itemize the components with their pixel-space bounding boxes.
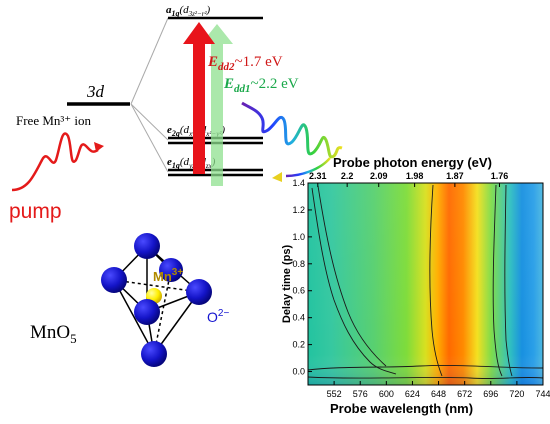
probe-pulse bbox=[241, 101, 343, 182]
o-ion-label: O2− bbox=[207, 308, 229, 325]
y-tick-label: 0.8 bbox=[292, 259, 305, 269]
a1g-label: a1g(d3z²−r²) bbox=[166, 4, 211, 18]
mno5-structure: Mn3+ O2− MnO5 bbox=[30, 233, 229, 367]
oxygen-atom bbox=[134, 299, 160, 325]
top-tick-label: 2.31 bbox=[309, 171, 327, 181]
x-tick-label: 672 bbox=[457, 389, 472, 399]
splitting-line-mid bbox=[130, 103, 169, 141]
oxygen-atom bbox=[159, 258, 183, 282]
top-tick-label: 1.87 bbox=[446, 171, 464, 181]
pump-arrowhead bbox=[94, 142, 104, 152]
y-tick-label: 1.4 bbox=[292, 178, 305, 188]
splitting-line-bottom bbox=[130, 103, 169, 173]
dd1-energy-label: Edd1~2.2 eV bbox=[223, 76, 299, 95]
dd2-transition-arrow bbox=[183, 22, 215, 174]
pump-pulse: pump bbox=[9, 132, 104, 223]
x-tick-label: 624 bbox=[405, 389, 420, 399]
x-tick-label: 600 bbox=[379, 389, 394, 399]
contour-lines bbox=[307, 184, 544, 380]
x-tick-label: 648 bbox=[431, 389, 446, 399]
top-tick-label: 2.2 bbox=[341, 171, 354, 181]
x-tick-label: 696 bbox=[483, 389, 498, 399]
top-axis-ticks: 2.31 2.2 2.09 1.98 1.87 1.76 bbox=[309, 171, 508, 187]
y-axis-title: Delay time (ps) bbox=[281, 245, 293, 324]
y-tick-label: 0.0 bbox=[292, 367, 305, 377]
pump-label: pump bbox=[9, 200, 62, 223]
heatmap-chart: 552 576 600 624 648 672 696 720 744 2.31 2.2 2.09 1… bbox=[281, 155, 550, 416]
dd1-transition-arrow bbox=[201, 24, 233, 186]
probe-tail bbox=[285, 157, 331, 178]
pump-wave bbox=[11, 132, 99, 192]
formula-label: MnO5 bbox=[30, 322, 77, 346]
heatmap-shading bbox=[308, 183, 543, 385]
energy-level-diagram: 3d Free Mn³⁺ ion a1g(d3z²−r²) e2g(dxy, d… bbox=[16, 4, 299, 186]
top-tick-label: 2.09 bbox=[370, 171, 388, 181]
y-axis-ticks: 0.0 0.2 0.4 0.6 0.8 1.0 1.2 1.4 bbox=[292, 178, 312, 377]
free-ion-3d-label: 3d bbox=[86, 82, 105, 101]
top-axis-title: Probe photon energy (eV) bbox=[333, 155, 492, 170]
x-axis-ticks: 552 576 600 624 648 672 696 720 744 bbox=[327, 381, 550, 399]
mn-ion-label: Mn3+ bbox=[153, 267, 183, 284]
y-tick-label: 0.6 bbox=[292, 286, 305, 296]
y-tick-label: 0.2 bbox=[292, 340, 305, 350]
top-tick-label: 1.76 bbox=[491, 171, 509, 181]
x-tick-label: 552 bbox=[327, 389, 342, 399]
heatmap-frame bbox=[307, 182, 544, 386]
x-tick-label: 720 bbox=[509, 389, 524, 399]
probe-wave bbox=[241, 101, 343, 159]
dd2-energy-label: Edd2~1.7 eV bbox=[207, 54, 283, 73]
oxygen-atom bbox=[141, 341, 167, 367]
free-ion-caption: Free Mn³⁺ ion bbox=[16, 113, 92, 128]
oxygen-atom bbox=[186, 279, 212, 305]
splitting-line-top bbox=[130, 17, 169, 105]
oxygen-atom bbox=[101, 267, 127, 293]
e1g-label: e1g(dyz, dzx) bbox=[167, 156, 216, 170]
top-tick-label: 1.98 bbox=[406, 171, 424, 181]
x-tick-label: 576 bbox=[353, 389, 368, 399]
x-axis-title: Probe wavelength (nm) bbox=[330, 401, 473, 416]
probe-arrowhead bbox=[272, 172, 282, 182]
y-tick-label: 0.4 bbox=[292, 313, 305, 323]
x-tick-label: 744 bbox=[535, 389, 550, 399]
y-tick-label: 1.0 bbox=[292, 232, 305, 242]
y-tick-label: 1.2 bbox=[292, 205, 305, 215]
oxygen-atom bbox=[134, 233, 160, 259]
